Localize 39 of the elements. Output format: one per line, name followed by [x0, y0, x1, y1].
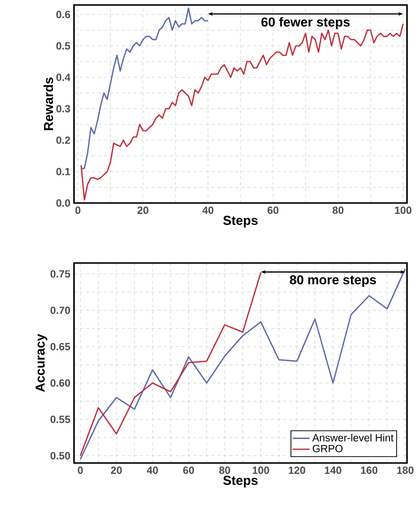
x-tick-label: 180 [397, 466, 414, 474]
y-tick-label: 0.5 [56, 42, 70, 50]
y-tick-label: 0.70 [50, 306, 70, 314]
y-tick-label: 0.65 [50, 342, 70, 350]
y-tick-label: 0.75 [50, 270, 70, 278]
x-tick-label: 20 [110, 466, 122, 474]
x-tick-label: 0 [75, 206, 80, 214]
y-tick-label: 0.3 [56, 105, 70, 112]
x-tick-label: 80 [332, 206, 344, 214]
x-tick-label: 60 [268, 206, 278, 214]
x-tick-label: 100 [252, 466, 270, 474]
x-axis-title: Steps [223, 476, 258, 488]
x-tick-label: 20 [137, 206, 148, 214]
y-tick-label: 0.0 [56, 199, 70, 207]
y-tick-label: 0.50 [50, 452, 70, 460]
y-tick-label: 0.60 [50, 379, 70, 387]
y-axis-title: Rewards [44, 78, 54, 130]
x-tick-label: 80 [219, 466, 230, 474]
x-tick-label: 40 [202, 206, 214, 214]
line-series [80, 7, 209, 170]
x-tick-label: 140 [324, 466, 342, 474]
y-axis-title: Accuracy [36, 334, 48, 392]
annotation: 80 more steps [290, 275, 376, 287]
y-tick-label: 0.55 [50, 416, 70, 424]
y-tick-label: 0.4 [56, 74, 70, 81]
line-series [80, 268, 406, 460]
legend-label: GRPO [312, 444, 343, 452]
x-tick-label: 0 [78, 466, 83, 474]
x-tick-label: 100 [395, 206, 412, 214]
y-tick-label: 0.2 [56, 136, 70, 144]
annotation: 60 fewer steps [261, 17, 350, 30]
x-tick-label: 160 [361, 466, 378, 474]
x-axis-title: Steps [223, 216, 258, 228]
x-tick-label: 60 [183, 466, 194, 474]
legend-label: Answer-level Hint [312, 434, 394, 442]
x-tick-label: 120 [288, 466, 306, 474]
y-tick-label: 0.6 [56, 10, 70, 18]
y-tick-label: 0.1 [56, 168, 70, 176]
x-tick-label: 40 [146, 466, 158, 474]
